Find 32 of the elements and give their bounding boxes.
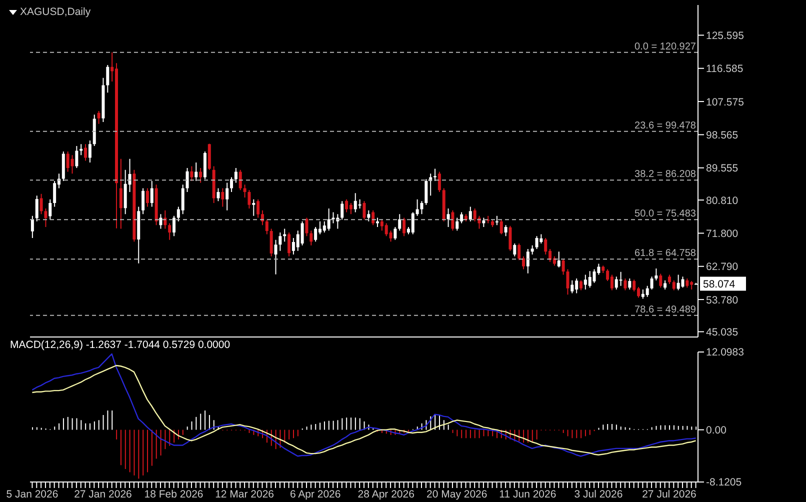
ref-line-label: 23.6 = 99.478: [634, 120, 696, 132]
y-tick-label: 0.00: [706, 424, 727, 437]
ref-line-label: 38.2 = 86.208: [634, 169, 696, 180]
text: 58.074: [703, 278, 736, 291]
ref-line-label: 0.0 = 120.927: [634, 41, 696, 52]
y-tick-label: 107.575: [706, 96, 744, 108]
chart-title: MACD(12,26,9) -1.2637 -1.7044 0.5729 0.0000: [10, 339, 230, 351]
x-tick-label: 28 Apr 2026: [358, 488, 415, 500]
x-tick-label: 6 Apr 2026: [290, 488, 341, 500]
x-tick-label: 18 Feb 2026: [144, 488, 204, 500]
y-tick-label: -8.1205: [706, 476, 742, 489]
x-tick-label: 20 May 2026: [426, 488, 488, 500]
ref-line-label: 61.8 = 64.758: [634, 248, 696, 260]
x-tick-label: 27 Jan 2026: [74, 488, 132, 500]
ref-line-label: 50.0 = 75.483: [634, 208, 696, 220]
x-tick-label: 11 Jun 2026: [499, 488, 556, 500]
y-tick-label: 125.595: [706, 30, 744, 42]
y-tick-label: 71.800: [706, 228, 738, 240]
y-tick-label: 89.555: [706, 162, 738, 175]
x-tick-label: 12 Mar 2026: [215, 488, 274, 500]
ref-line-label: 78.6 = 49.489: [634, 304, 696, 316]
y-tick-label: 53.780: [706, 294, 738, 306]
chart-title: XAGUSD,Daily: [20, 6, 91, 18]
y-tick-label: 116.585: [706, 63, 744, 76]
x-tick-label: 27 Jul 2026: [642, 488, 697, 500]
x-tick-label: 3 Jul 2026: [574, 488, 623, 500]
y-tick-label: 45.035: [706, 326, 738, 338]
y-tick-label: 62.790: [706, 261, 738, 274]
y-tick-label: 12.0983: [706, 346, 744, 359]
y-tick-label: 98.565: [706, 129, 738, 142]
x-tick-label: 5 Jan 2026: [6, 488, 58, 500]
y-tick-label: 80.810: [706, 194, 738, 207]
